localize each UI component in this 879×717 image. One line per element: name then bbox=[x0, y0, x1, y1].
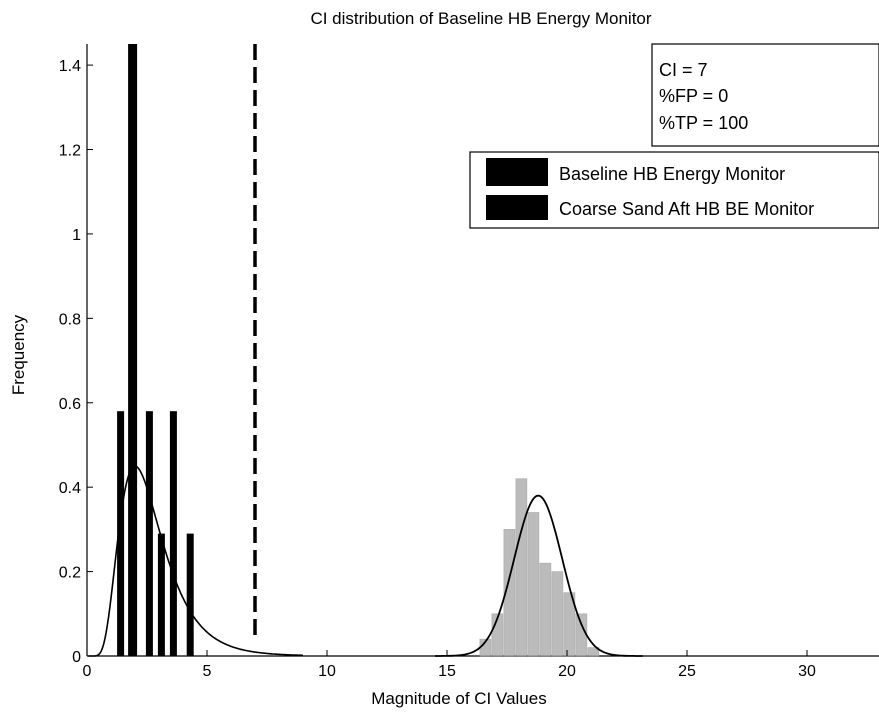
annotation-line: CI = 7 bbox=[659, 60, 708, 80]
bar-coarse-sand bbox=[587, 647, 600, 657]
x-tick-label: 20 bbox=[558, 663, 576, 680]
x-tick-label: 30 bbox=[798, 663, 816, 680]
bar-coarse-sand bbox=[515, 478, 528, 657]
y-tick-label: 0.2 bbox=[59, 565, 81, 582]
bar-baseline bbox=[157, 533, 165, 656]
bar-baseline bbox=[169, 411, 177, 656]
bar-baseline bbox=[117, 411, 125, 656]
x-axis-label: Magnitude of CI Values bbox=[371, 689, 546, 708]
y-axis-label: Frequency bbox=[9, 314, 28, 395]
x-tick-label: 0 bbox=[83, 663, 92, 680]
fit-curve-baseline bbox=[88, 465, 303, 657]
bar-coarse-sand bbox=[491, 613, 504, 657]
legend-label-coarse-sand: Coarse Sand Aft HB BE Monitor bbox=[559, 199, 814, 219]
x-tick-label: 25 bbox=[678, 663, 696, 680]
annotation-line: %TP = 100 bbox=[659, 113, 748, 133]
fit-curve-coarse-sand bbox=[435, 494, 643, 657]
y-tick-label: 1.4 bbox=[59, 58, 81, 75]
bar-baseline bbox=[128, 44, 138, 656]
bar-coarse-sand bbox=[551, 571, 564, 657]
bar-baseline bbox=[186, 533, 194, 656]
legend-swatch-coarse-sand bbox=[486, 195, 548, 220]
y-tick-label: 0.8 bbox=[59, 311, 81, 328]
x-tick-label: 15 bbox=[438, 663, 456, 680]
bar-baseline bbox=[145, 411, 153, 656]
legend-swatch-baseline bbox=[486, 158, 548, 186]
bar-coarse-sand bbox=[539, 562, 552, 657]
y-tick-label: 0.4 bbox=[59, 480, 81, 497]
x-tick-label: 5 bbox=[203, 663, 212, 680]
annotation-line: %FP = 0 bbox=[659, 86, 728, 106]
plot-area: 0 5 10 15 20 25 30 0 0.2 0.4 0.6 0.8 1 1.2 1.4 bbox=[59, 44, 879, 680]
chart-title: CI distribution of Baseline HB Energy Mo… bbox=[310, 9, 651, 28]
y-tick-label: 1.2 bbox=[59, 143, 81, 160]
legend-label-baseline: Baseline HB Energy Monitor bbox=[559, 164, 785, 184]
y-tick-label: 1 bbox=[72, 227, 81, 244]
x-tick-label: 10 bbox=[318, 663, 336, 680]
bar-coarse-sand bbox=[575, 613, 588, 657]
bar-coarse-sand bbox=[527, 512, 540, 657]
annotation-box: CI = 7 %FP = 0 %TP = 100 bbox=[651, 43, 879, 147]
y-tick-label: 0.6 bbox=[59, 396, 81, 413]
bar-coarse-sand bbox=[503, 529, 516, 657]
bar-coarse-sand bbox=[563, 592, 576, 657]
annotation-frame bbox=[651, 43, 879, 147]
legend: Baseline HB Energy Monitor Coarse Sand A… bbox=[469, 151, 879, 229]
y-tick-label: 0 bbox=[72, 649, 81, 666]
